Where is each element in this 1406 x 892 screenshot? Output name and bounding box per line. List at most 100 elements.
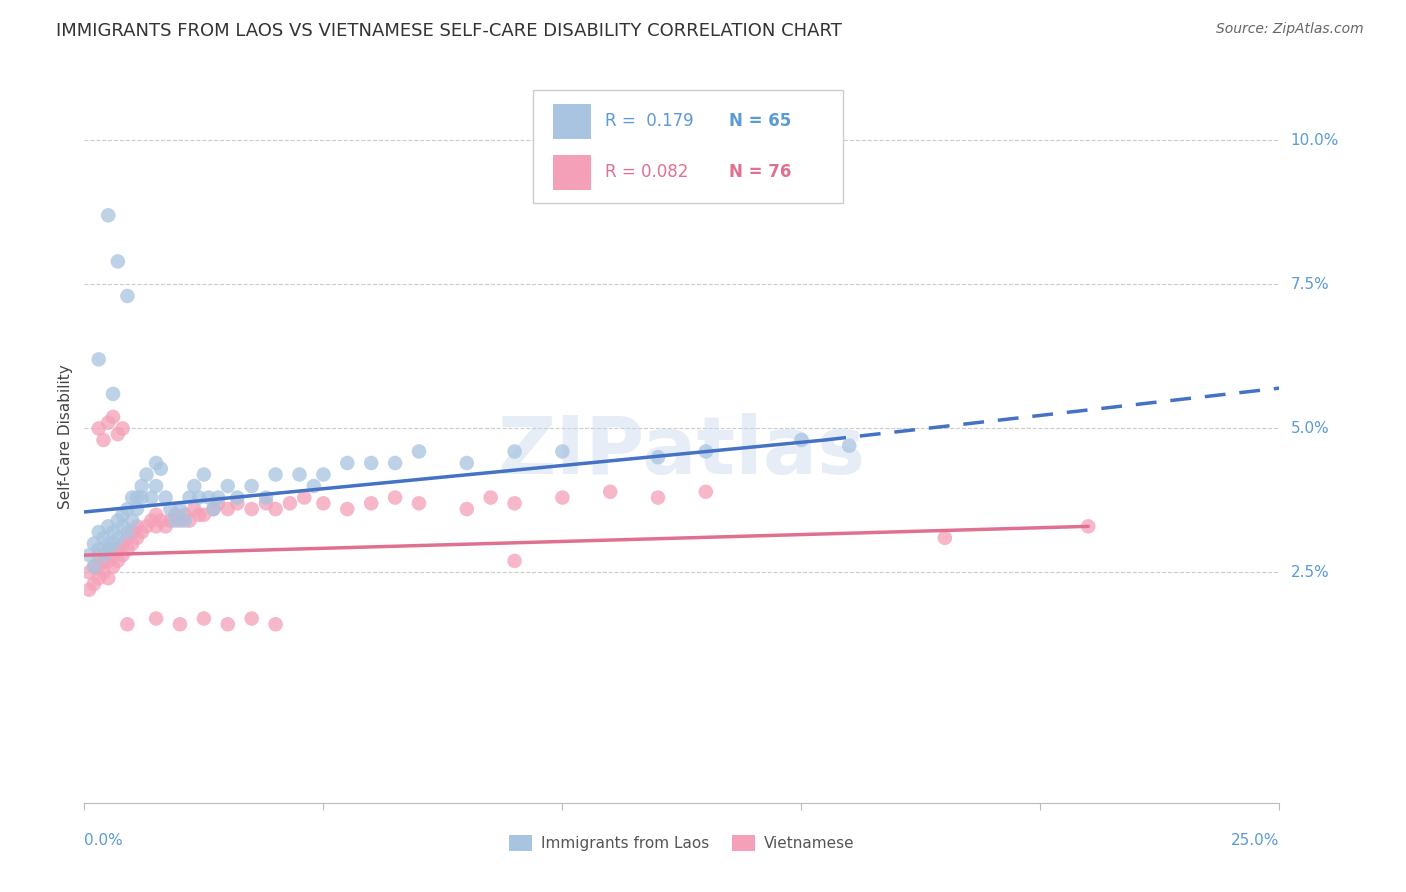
Point — [141, 514, 163, 528]
Point — [264, 467, 287, 482]
Point — [183, 479, 205, 493]
Point — [384, 491, 406, 505]
Point — [77, 582, 100, 597]
Point — [125, 502, 148, 516]
Point — [360, 496, 382, 510]
Point — [193, 611, 215, 625]
Point — [87, 571, 110, 585]
Text: 25.0%: 25.0% — [1232, 833, 1279, 848]
Point — [264, 502, 287, 516]
Point — [111, 548, 134, 562]
Text: IMMIGRANTS FROM LAOS VS VIETNAMESE SELF-CARE DISABILITY CORRELATION CHART: IMMIGRANTS FROM LAOS VS VIETNAMESE SELF-… — [56, 22, 842, 40]
Point — [97, 542, 120, 557]
Point — [145, 456, 167, 470]
Point — [131, 525, 153, 540]
Point — [107, 427, 129, 442]
Point — [207, 491, 229, 505]
Point — [278, 496, 301, 510]
FancyBboxPatch shape — [533, 90, 844, 203]
Point — [93, 433, 115, 447]
Point — [117, 502, 139, 516]
Point — [408, 444, 430, 458]
Point — [193, 467, 215, 482]
Point — [117, 289, 139, 303]
Point — [503, 496, 526, 510]
Point — [169, 502, 191, 516]
Point — [202, 502, 225, 516]
Point — [121, 514, 143, 528]
Point — [117, 531, 139, 545]
Text: N = 76: N = 76 — [728, 163, 792, 181]
Point — [107, 514, 129, 528]
Point — [838, 439, 860, 453]
Point — [97, 416, 120, 430]
Point — [77, 566, 100, 580]
Point — [695, 484, 717, 499]
Point — [97, 536, 120, 550]
Point — [254, 496, 277, 510]
Point — [173, 508, 195, 522]
Point — [695, 444, 717, 458]
Point — [97, 208, 120, 222]
Point — [193, 508, 215, 522]
Point — [107, 554, 129, 568]
Point — [197, 491, 219, 505]
Point — [101, 387, 124, 401]
Point — [302, 479, 325, 493]
Point — [226, 491, 249, 505]
Point — [217, 617, 239, 632]
Point — [456, 502, 478, 516]
Point — [551, 444, 574, 458]
Text: N = 65: N = 65 — [728, 112, 790, 130]
Y-axis label: Self-Care Disability: Self-Care Disability — [58, 365, 73, 509]
Point — [101, 525, 124, 540]
Point — [165, 514, 187, 528]
Point — [145, 519, 167, 533]
Point — [145, 508, 167, 522]
Point — [97, 519, 120, 533]
Point — [87, 421, 110, 435]
Point — [97, 571, 120, 585]
Point — [503, 444, 526, 458]
Point — [288, 467, 311, 482]
Point — [456, 456, 478, 470]
Point — [131, 491, 153, 505]
Text: 5.0%: 5.0% — [1291, 421, 1329, 436]
Legend: Immigrants from Laos, Vietnamese: Immigrants from Laos, Vietnamese — [503, 830, 860, 857]
Point — [790, 433, 813, 447]
Point — [179, 491, 201, 505]
Point — [87, 559, 110, 574]
Point — [384, 456, 406, 470]
Point — [479, 491, 502, 505]
Point — [599, 484, 621, 499]
Point — [125, 491, 148, 505]
Point — [217, 502, 239, 516]
Point — [159, 502, 181, 516]
FancyBboxPatch shape — [553, 103, 591, 138]
Point — [149, 514, 172, 528]
Point — [107, 531, 129, 545]
Point — [83, 577, 105, 591]
Point — [117, 542, 139, 557]
Point — [83, 536, 105, 550]
FancyBboxPatch shape — [553, 154, 591, 190]
Point — [93, 531, 115, 545]
Point — [111, 519, 134, 533]
Point — [87, 352, 110, 367]
Point — [336, 456, 359, 470]
Point — [101, 536, 124, 550]
Point — [503, 554, 526, 568]
Point — [101, 559, 124, 574]
Point — [87, 525, 110, 540]
Point — [207, 496, 229, 510]
Point — [159, 514, 181, 528]
Point — [360, 456, 382, 470]
Point — [117, 525, 139, 540]
Point — [647, 450, 669, 465]
Point — [169, 514, 191, 528]
Point — [97, 542, 120, 557]
Point — [312, 467, 335, 482]
Point — [117, 617, 139, 632]
Point — [226, 496, 249, 510]
Point — [240, 502, 263, 516]
